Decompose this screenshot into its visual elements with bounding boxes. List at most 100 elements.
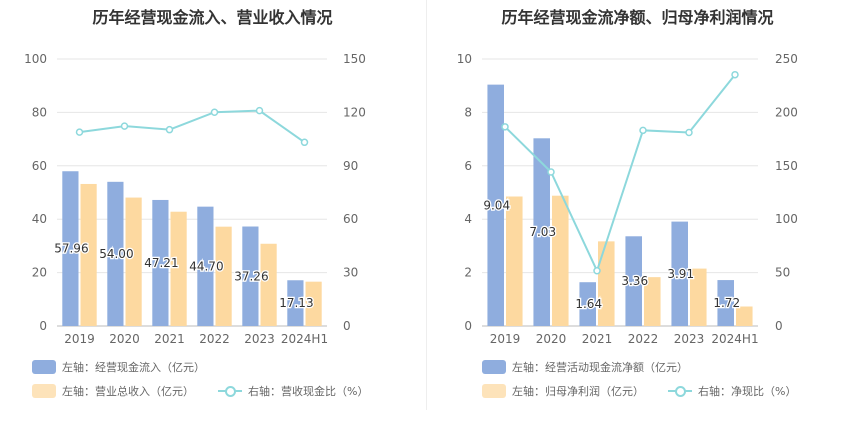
left-legend-label-3: 右轴：营收现金比（%）: [248, 385, 369, 398]
bar-1-a: [625, 236, 642, 326]
y-left-tick-label: 2: [464, 266, 472, 280]
ratio-point: [120, 122, 129, 130]
bar-0-b: [260, 243, 277, 326]
right-legend-label-1: 左轴：经营活动现金流净额（亿元）: [512, 361, 688, 374]
ratio-point: [731, 70, 739, 79]
x-tick-label: 2024H1: [281, 332, 328, 345]
data-label: 17.13: [279, 296, 313, 310]
ratio-point: [255, 106, 264, 115]
y-right-tick-label: 60: [343, 212, 358, 226]
data-label: 1.72: [713, 296, 740, 310]
data-label: 9.04: [483, 198, 510, 212]
x-tick-label: 2020: [536, 332, 567, 345]
bar-0-a: [62, 171, 79, 326]
bar-1-a: [717, 280, 734, 326]
data-label: 7.03: [529, 225, 556, 239]
left-legend-item-2[interactable]: 左轴：营业总收入（亿元）: [32, 383, 194, 399]
ratio-point: [300, 138, 309, 147]
bar-1-b: [552, 195, 569, 326]
x-tick-label: 2021: [582, 332, 613, 345]
y-left-tick-label: 10: [457, 52, 472, 66]
ratio-point: [639, 126, 647, 135]
y-right-tick-label: 90: [343, 159, 358, 173]
data-label: 44.70: [189, 259, 223, 273]
data-label: 47.21: [144, 256, 178, 270]
x-tick-label: 2022: [199, 332, 230, 345]
data-label: 3.36: [621, 274, 648, 288]
legend-swatch-net-profit: [482, 384, 506, 398]
ratio-point: [547, 168, 555, 176]
y-right-tick-label: 100: [775, 212, 798, 226]
right-legend-item-2[interactable]: 左轴：归母净利润（亿元）: [482, 383, 644, 399]
legend-swatch-cash-ratio: [218, 384, 242, 398]
ratio-point: [685, 128, 693, 137]
y-left-tick-label: 100: [24, 52, 47, 66]
ratio-line-1: [504, 74, 736, 274]
y-right-tick-label: 30: [343, 266, 358, 280]
x-tick-label: 2020: [109, 332, 140, 345]
left-legend-item-3[interactable]: 右轴：营收现金比（%）: [218, 383, 368, 399]
bar-1-b: [690, 268, 707, 326]
bar-0-a: [242, 226, 259, 326]
x-tick-label: 2024H1: [711, 332, 758, 345]
right-chart-title: 历年经营现金流净额、归母净利润情况: [501, 8, 774, 27]
y-right-tick-label: 50: [775, 266, 790, 280]
data-label: 3.91: [667, 267, 694, 281]
data-label: 57.96: [54, 242, 88, 256]
y-left-tick-label: 0: [464, 319, 472, 333]
bar-1-b: [506, 196, 523, 326]
y-left-tick-label: 0: [39, 319, 47, 333]
y-left-tick-label: 8: [464, 105, 472, 119]
y-left-tick-label: 60: [32, 159, 47, 173]
left-legend-label-1: 左轴：经营现金流入（亿元）: [62, 361, 205, 374]
y-right-tick-label: 0: [775, 319, 783, 333]
ratio-point: [75, 128, 84, 136]
y-left-tick-label: 20: [32, 266, 47, 280]
right-legend-item-1[interactable]: 左轴：经营活动现金流净额（亿元）: [482, 359, 688, 375]
bar-1-b: [598, 241, 615, 326]
right-legend-item-3[interactable]: 右轴：净现比（%）: [668, 383, 796, 399]
bar-0-b: [170, 211, 187, 326]
y-left-tick-label: 6: [464, 159, 472, 173]
bar-0-b: [125, 197, 142, 326]
bar-1-a: [533, 138, 550, 326]
x-tick-label: 2019: [64, 332, 95, 345]
right-chart-panel: 历年经营现金流净额、归母净利润情况 0 0 2 50 4 100 6 150 8 200 10 250…: [425, 0, 850, 437]
y-right-tick-label: 250: [775, 52, 798, 66]
right-legend-label-2: 左轴：归母净利润（亿元）: [512, 385, 644, 398]
bar-1-b: [644, 277, 661, 326]
x-tick-label: 2023: [244, 332, 275, 345]
ratio-point: [501, 123, 509, 131]
y-right-tick-label: 200: [775, 105, 798, 119]
x-tick-label: 2019: [490, 332, 521, 345]
bar-0-b: [80, 183, 97, 326]
y-left-tick-label: 40: [32, 212, 47, 226]
data-label: 54.00: [99, 247, 133, 261]
ratio-point: [593, 267, 601, 275]
x-tick-label: 2023: [674, 332, 705, 345]
y-right-tick-label: 120: [343, 105, 366, 119]
y-right-tick-label: 150: [775, 159, 798, 173]
left-chart-plot: 0 0 20 30 40 60 60 90 80 120 100 150 2019 2020 2021 202…: [24, 52, 366, 345]
ratio-point: [165, 125, 174, 134]
x-tick-label: 2021: [154, 332, 185, 345]
x-tick-label: 2022: [628, 332, 659, 345]
legend-swatch-net-cash-flow: [482, 360, 506, 374]
ratio-line-0: [79, 109, 306, 144]
left-legend-label-2: 左轴：营业总收入（亿元）: [62, 385, 194, 398]
left-legend-item-1[interactable]: 左轴：经营现金流入（亿元）: [32, 359, 205, 375]
right-legend-label-3: 右轴：净现比（%）: [698, 385, 797, 398]
bar-0-a: [152, 199, 169, 326]
bar-0-a: [197, 206, 214, 326]
y-left-tick-label: 4: [464, 212, 472, 226]
legend-swatch-net-cash-ratio: [668, 384, 692, 398]
bar-0-a: [287, 280, 304, 326]
bar-0-b: [305, 281, 322, 326]
data-label: 1.64: [575, 297, 602, 311]
legend-swatch-revenue: [32, 384, 56, 398]
bar-0-a: [107, 181, 124, 326]
legend-swatch-cash-inflow: [32, 360, 56, 374]
bar-1-a: [671, 221, 688, 326]
panel-divider: [426, 0, 427, 410]
